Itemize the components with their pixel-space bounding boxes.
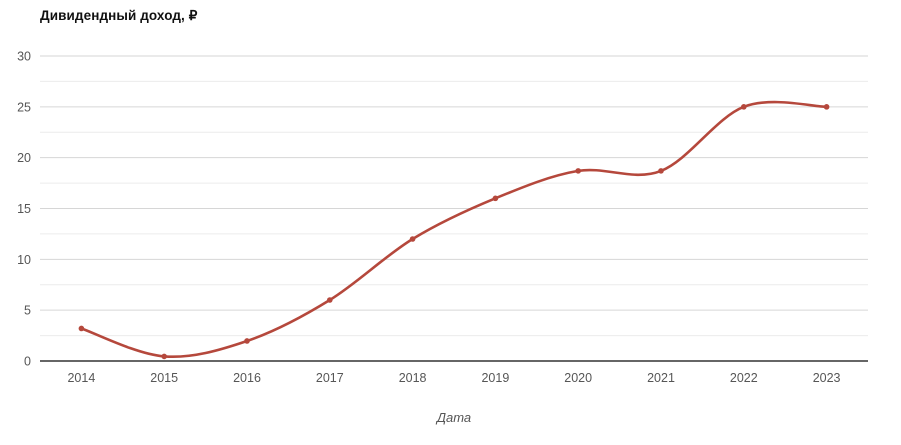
y-tick-label: 25 — [17, 100, 31, 114]
y-tick-label: 15 — [17, 202, 31, 216]
minor-gridlines — [40, 80, 868, 337]
x-tick-label: 2020 — [564, 371, 592, 385]
y-axis-tick-labels: 0 5 10 15 20 25 30 — [17, 50, 31, 369]
data-point — [823, 104, 830, 110]
y-tick-label: 30 — [17, 50, 31, 64]
data-point — [409, 236, 416, 242]
y-tick-label: 10 — [17, 253, 31, 267]
x-tick-label: 2017 — [316, 371, 344, 385]
x-tick-label: 2016 — [233, 371, 261, 385]
x-tick-label: 2018 — [399, 371, 427, 385]
x-tick-label: 2021 — [647, 371, 675, 385]
x-tick-label: 2023 — [813, 371, 841, 385]
data-point — [327, 297, 333, 303]
chart-title: Дивидендный доход, ₽ — [40, 8, 198, 23]
x-axis-title: Дата — [436, 410, 472, 425]
x-tick-label: 2022 — [730, 371, 758, 385]
major-gridlines — [40, 55, 868, 311]
x-tick-label: 2019 — [481, 371, 509, 385]
series-line — [80, 100, 828, 359]
x-axis-tick-labels: 2014 2015 2016 2017 2018 2019 2020 2021 2022 2023 — [67, 371, 840, 385]
data-point — [161, 353, 167, 360]
y-tick-label: 0 — [24, 355, 31, 369]
data-point — [492, 195, 499, 202]
data-point-markers — [78, 104, 830, 360]
x-tick-label: 2014 — [67, 371, 95, 385]
y-tick-label: 5 — [24, 304, 31, 318]
x-tick-label: 2015 — [150, 371, 178, 385]
data-point — [78, 325, 85, 332]
data-point — [244, 338, 250, 344]
data-point — [741, 104, 747, 110]
y-tick-label: 20 — [17, 151, 31, 165]
data-point — [575, 168, 581, 174]
data-point — [658, 168, 664, 174]
